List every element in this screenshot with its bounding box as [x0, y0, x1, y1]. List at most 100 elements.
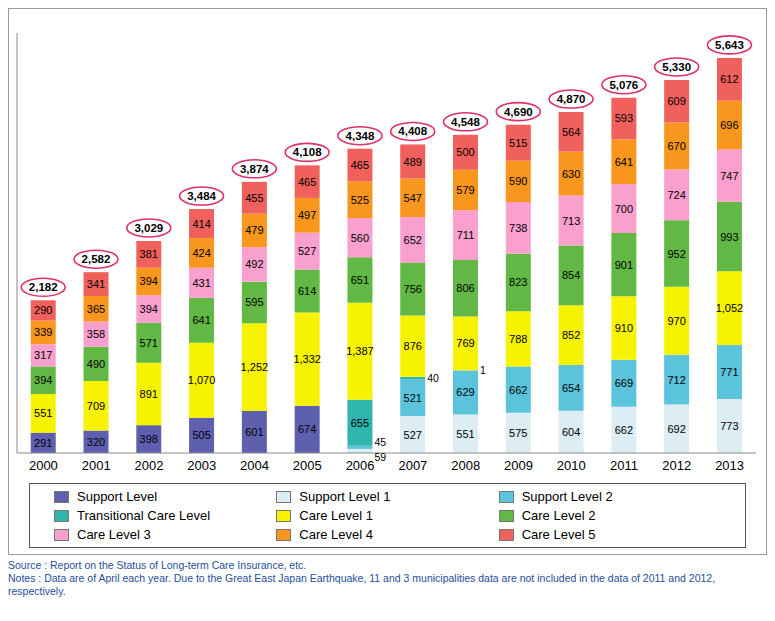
svg-text:489: 489 — [404, 156, 422, 168]
svg-text:595: 595 — [245, 296, 263, 308]
svg-text:521: 521 — [404, 392, 422, 404]
svg-text:713: 713 — [562, 215, 580, 227]
svg-text:662: 662 — [509, 384, 527, 396]
svg-text:952: 952 — [667, 248, 685, 260]
svg-text:696: 696 — [720, 119, 738, 131]
svg-text:876: 876 — [404, 340, 422, 352]
svg-text:365: 365 — [87, 303, 105, 315]
svg-text:2011: 2011 — [610, 458, 638, 473]
svg-text:4,348: 4,348 — [346, 130, 375, 142]
svg-text:358: 358 — [87, 328, 105, 340]
svg-text:2004: 2004 — [240, 458, 269, 473]
svg-text:662: 662 — [615, 424, 633, 436]
svg-text:738: 738 — [509, 222, 527, 234]
svg-text:551: 551 — [456, 428, 474, 440]
svg-text:2002: 2002 — [135, 458, 164, 473]
svg-text:993: 993 — [720, 231, 738, 243]
svg-text:2000: 2000 — [29, 458, 58, 473]
svg-text:5,330: 5,330 — [662, 61, 691, 73]
svg-text:59: 59 — [374, 451, 386, 463]
svg-text:629: 629 — [456, 386, 474, 398]
svg-text:414: 414 — [192, 218, 210, 230]
svg-text:317: 317 — [34, 349, 52, 361]
svg-text:604: 604 — [562, 426, 580, 438]
svg-text:2001: 2001 — [82, 458, 111, 473]
svg-text:3,874: 3,874 — [240, 163, 269, 175]
svg-text:479: 479 — [245, 224, 263, 236]
svg-text:788: 788 — [509, 333, 527, 345]
svg-text:3,029: 3,029 — [134, 222, 163, 234]
svg-text:2012: 2012 — [662, 458, 691, 473]
svg-text:394: 394 — [34, 374, 52, 386]
svg-text:2013: 2013 — [715, 458, 744, 473]
svg-text:45: 45 — [374, 436, 386, 448]
svg-text:341: 341 — [87, 278, 105, 290]
svg-text:2,182: 2,182 — [29, 281, 58, 293]
svg-text:652: 652 — [404, 234, 422, 246]
svg-text:612: 612 — [720, 73, 738, 85]
svg-text:4,548: 4,548 — [451, 116, 480, 128]
svg-text:641: 641 — [615, 156, 633, 168]
svg-text:609: 609 — [667, 95, 685, 107]
svg-text:773: 773 — [720, 420, 738, 432]
svg-text:339: 339 — [34, 326, 52, 338]
svg-text:564: 564 — [562, 126, 580, 138]
svg-text:641: 641 — [192, 314, 210, 326]
svg-text:551: 551 — [34, 407, 52, 419]
svg-text:651: 651 — [351, 274, 369, 286]
svg-text:1,252: 1,252 — [241, 361, 269, 373]
svg-text:500: 500 — [456, 146, 474, 158]
svg-text:398: 398 — [140, 433, 158, 445]
svg-text:1,332: 1,332 — [293, 353, 321, 365]
svg-text:4,870: 4,870 — [557, 93, 586, 105]
svg-text:1,070: 1,070 — [188, 374, 216, 386]
svg-text:654: 654 — [562, 382, 580, 394]
svg-text:1: 1 — [480, 364, 486, 376]
svg-text:711: 711 — [457, 229, 475, 241]
svg-text:2003: 2003 — [187, 458, 216, 473]
svg-text:4,108: 4,108 — [293, 146, 322, 158]
svg-text:465: 465 — [298, 176, 316, 188]
svg-text:852: 852 — [562, 329, 580, 341]
svg-text:515: 515 — [509, 137, 527, 149]
svg-text:320: 320 — [87, 436, 105, 448]
svg-text:455: 455 — [245, 192, 263, 204]
svg-text:712: 712 — [667, 374, 685, 386]
svg-text:2010: 2010 — [557, 458, 586, 473]
svg-text:527: 527 — [404, 429, 422, 441]
svg-text:2009: 2009 — [504, 458, 533, 473]
svg-text:669: 669 — [615, 377, 633, 389]
svg-text:290: 290 — [34, 304, 52, 316]
svg-text:601: 601 — [245, 426, 263, 438]
svg-text:381: 381 — [140, 248, 158, 260]
svg-text:490: 490 — [87, 358, 105, 370]
svg-text:709: 709 — [87, 400, 105, 412]
svg-text:465: 465 — [351, 159, 369, 171]
svg-text:692: 692 — [667, 423, 685, 435]
svg-text:394: 394 — [140, 303, 158, 315]
svg-text:910: 910 — [615, 322, 633, 334]
svg-text:823: 823 — [509, 276, 527, 288]
svg-text:593: 593 — [615, 112, 633, 124]
svg-text:630: 630 — [562, 168, 580, 180]
svg-text:970: 970 — [667, 315, 685, 327]
svg-text:4,408: 4,408 — [398, 125, 427, 137]
svg-text:5,076: 5,076 — [609, 79, 638, 91]
svg-text:492: 492 — [245, 258, 263, 270]
svg-text:901: 901 — [615, 259, 633, 271]
svg-text:2005: 2005 — [293, 458, 322, 473]
svg-text:747: 747 — [720, 170, 738, 182]
svg-text:40: 40 — [427, 372, 439, 384]
svg-text:5,643: 5,643 — [715, 39, 744, 51]
svg-text:431: 431 — [192, 277, 210, 289]
svg-text:1,387: 1,387 — [346, 345, 374, 357]
svg-text:3,484: 3,484 — [187, 190, 216, 202]
svg-text:527: 527 — [298, 245, 316, 257]
svg-text:769: 769 — [456, 337, 474, 349]
svg-text:674: 674 — [298, 423, 316, 435]
svg-text:575: 575 — [509, 427, 527, 439]
svg-text:771: 771 — [720, 366, 738, 378]
svg-text:724: 724 — [667, 189, 685, 201]
svg-text:4,690: 4,690 — [504, 106, 533, 118]
svg-text:590: 590 — [509, 175, 527, 187]
